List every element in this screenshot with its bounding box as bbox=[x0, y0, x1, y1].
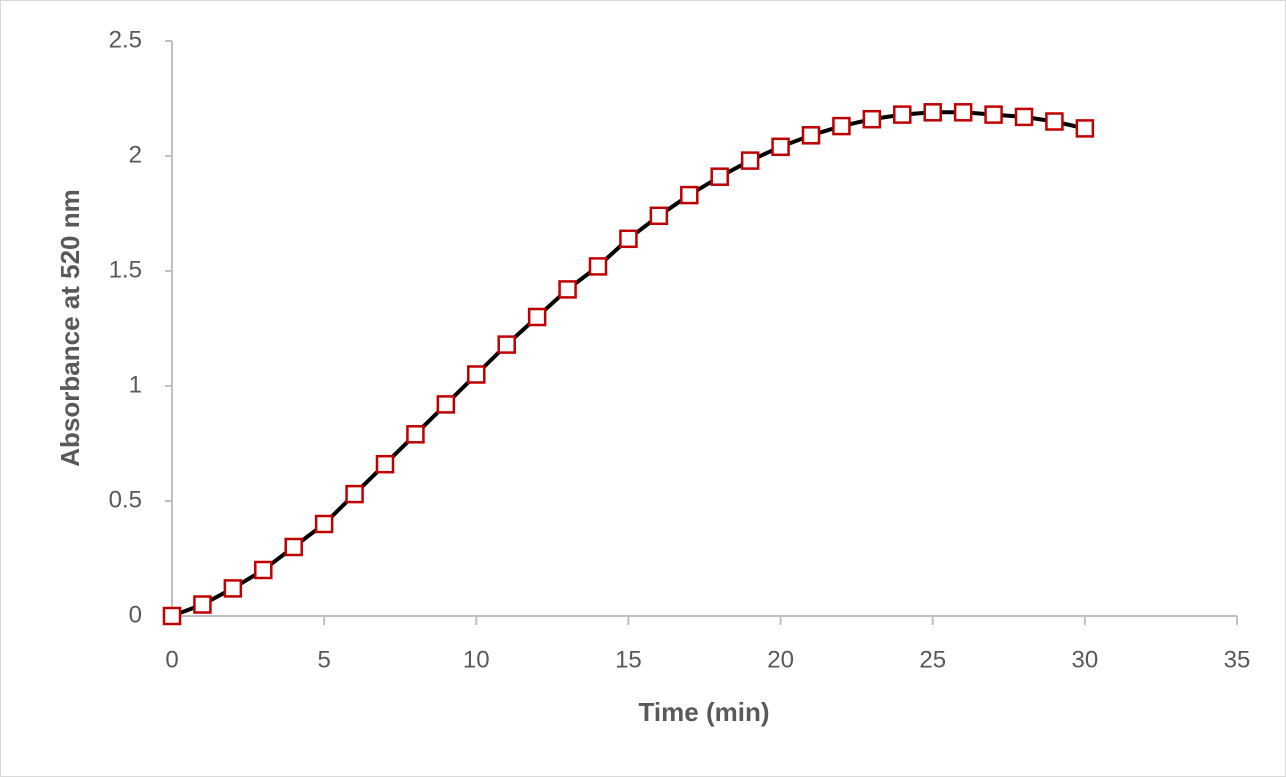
marker bbox=[558, 280, 577, 299]
marker bbox=[893, 105, 912, 124]
marker bbox=[497, 335, 516, 354]
marker bbox=[223, 579, 243, 598]
x-tick-label: 10 bbox=[463, 646, 490, 673]
x-tick-label: 25 bbox=[919, 646, 946, 673]
marker bbox=[345, 484, 364, 504]
marker bbox=[406, 425, 425, 444]
marker bbox=[771, 137, 790, 157]
marker bbox=[162, 606, 182, 626]
x-tick-label: 35 bbox=[1224, 646, 1251, 673]
x-tick-label: 20 bbox=[767, 646, 794, 673]
marker bbox=[832, 116, 851, 136]
marker bbox=[649, 206, 669, 226]
marker bbox=[1014, 107, 1034, 127]
marker bbox=[527, 307, 547, 327]
marker bbox=[1045, 112, 1064, 131]
x-axis-title: Time (min) bbox=[639, 697, 770, 727]
marker bbox=[862, 109, 882, 129]
x-tick-label: 5 bbox=[317, 646, 330, 673]
marker bbox=[710, 167, 729, 186]
marker bbox=[1075, 119, 1095, 138]
marker bbox=[953, 103, 973, 122]
y-tick-label: 0.5 bbox=[109, 486, 142, 513]
marker bbox=[619, 229, 638, 249]
marker bbox=[193, 595, 212, 614]
marker bbox=[254, 560, 273, 580]
marker bbox=[801, 126, 821, 145]
marker bbox=[680, 185, 699, 205]
marker bbox=[314, 514, 334, 534]
marker bbox=[467, 365, 486, 384]
x-tick-label: 15 bbox=[615, 646, 642, 673]
marker bbox=[923, 103, 942, 122]
y-tick-label: 2.5 bbox=[109, 26, 142, 53]
x-tick-label: 0 bbox=[165, 646, 178, 673]
y-tick-label: 1.5 bbox=[109, 256, 142, 283]
marker bbox=[284, 537, 303, 557]
marker bbox=[375, 454, 395, 474]
x-tick-label: 30 bbox=[1072, 646, 1099, 673]
marker bbox=[984, 105, 1003, 124]
y-axis-title: Absorbance at 520 nm bbox=[55, 189, 85, 466]
y-tick-label: 1 bbox=[129, 371, 142, 398]
y-tick-label: 2 bbox=[129, 141, 142, 168]
marker bbox=[740, 151, 760, 170]
y-tick-label: 0 bbox=[129, 601, 142, 628]
marker bbox=[588, 257, 608, 276]
marker bbox=[436, 395, 456, 414]
